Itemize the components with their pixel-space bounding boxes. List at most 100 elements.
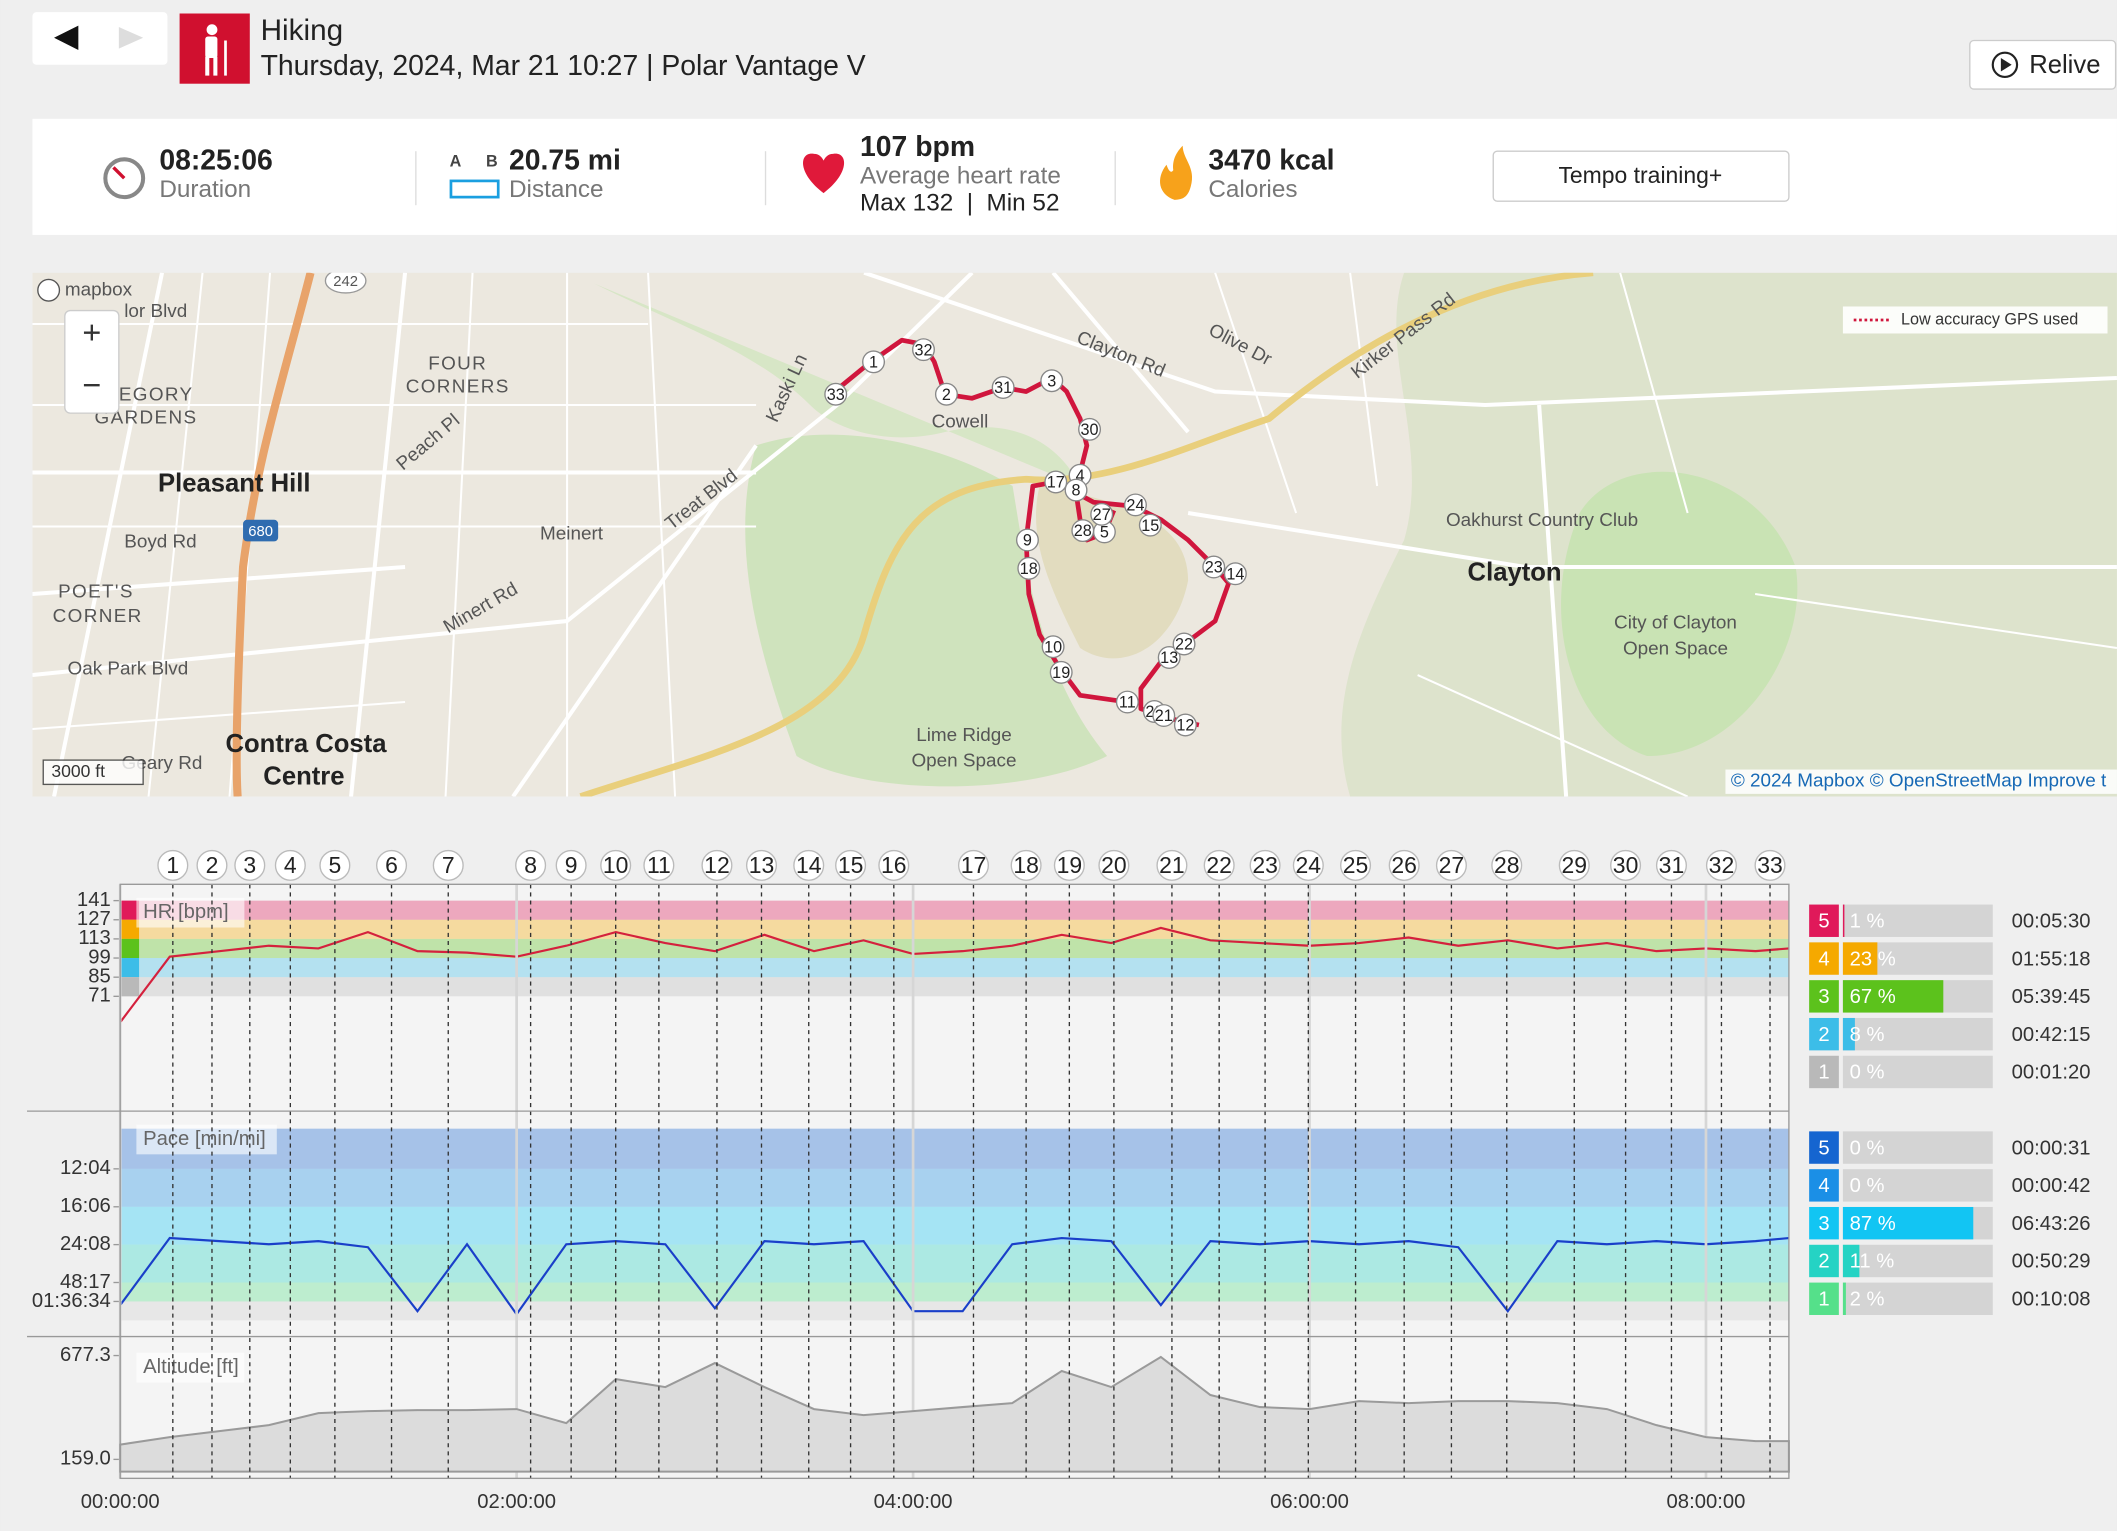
- route-marker: [1123, 493, 1147, 517]
- back-button[interactable]: [54, 25, 79, 50]
- lap-label: 14: [796, 852, 822, 878]
- lap-badge: [1435, 849, 1467, 881]
- forward-button[interactable]: [118, 27, 144, 49]
- route-marker-label: 32: [914, 341, 932, 359]
- icon-a: A: [450, 152, 462, 170]
- zone-percent: 0 %: [1850, 1175, 1885, 1197]
- zone-number: 5: [1818, 1137, 1829, 1159]
- lap-badge: [1053, 849, 1085, 881]
- route-marker-label: 19: [1052, 664, 1070, 682]
- route-marker-label: 13: [1160, 649, 1178, 667]
- training-benefit-button[interactable]: [1492, 150, 1790, 202]
- lap-label: 2: [206, 852, 219, 878]
- training-benefit: Tempo training+: [1558, 162, 1722, 188]
- route-marker-label: 11: [1119, 694, 1136, 712]
- scale-bar: [42, 759, 144, 786]
- duration-label: Duration: [159, 176, 251, 203]
- route-marker-label: 15: [1141, 517, 1159, 535]
- map-label: 680: [248, 524, 273, 540]
- route-marker-label: 10: [1044, 638, 1062, 656]
- lap-badge: [319, 849, 351, 881]
- zone-percent: 11 %: [1850, 1251, 1895, 1273]
- route-marker-label: 27: [1093, 506, 1111, 524]
- map-label: Open Space: [1623, 638, 1728, 659]
- route-marker: [934, 382, 958, 406]
- route-marker: [912, 338, 935, 362]
- route-marker: [1173, 713, 1197, 737]
- lap-label: 31: [1659, 852, 1685, 878]
- activity-subtitle: Thursday, 2024, Mar 21 10:27 | Polar Van…: [261, 50, 866, 82]
- route-marker: [862, 350, 886, 374]
- zone-number-box: [1809, 1017, 1839, 1051]
- map-label: Oak Park Blvd: [68, 659, 189, 680]
- y-tick-label: 127: [77, 908, 111, 930]
- lap-badge: [793, 849, 825, 881]
- route-marker: [1044, 470, 1068, 494]
- map-label: Cowell: [932, 412, 989, 433]
- route-marker-label: 30: [1081, 421, 1099, 439]
- lap-badge: [745, 849, 778, 881]
- zone-marker: [120, 958, 140, 978]
- map-label: Contra Costa: [225, 730, 387, 758]
- map-label: Oakhurst Country Club: [1446, 510, 1638, 531]
- zone-number: 4: [1818, 948, 1829, 970]
- zoom-in[interactable]: +: [82, 314, 101, 350]
- route-markers: 1234589101112131415171819202122232427283…: [824, 338, 1247, 737]
- zone-duration: 01:55:18: [2012, 948, 2091, 970]
- route-marker-label: 12: [1176, 717, 1194, 735]
- lap-badge: [1388, 849, 1420, 881]
- hr-label: Average heart rate: [860, 162, 1061, 189]
- zone-track: [1842, 1055, 1993, 1089]
- zone-band: [120, 958, 1789, 978]
- lap-badge: [1249, 849, 1281, 881]
- zone-duration: 05:39:45: [2012, 986, 2091, 1008]
- zone-track: [1842, 1282, 1993, 1315]
- axis-label: HR [bpm]: [143, 901, 229, 923]
- zone-track: [1842, 1017, 1993, 1051]
- play-triangle: [2000, 58, 2012, 72]
- stopwatch-hand: [112, 166, 126, 180]
- zone-track: [1842, 1131, 1993, 1164]
- lap-badge: [1292, 849, 1324, 881]
- x-tick-label: 06:00:00: [1270, 1491, 1349, 1513]
- zoom-out[interactable]: −: [82, 367, 101, 403]
- lap-badge: [234, 849, 266, 881]
- route-marker: [1040, 369, 1064, 393]
- distance-label: Distance: [509, 176, 604, 203]
- route-marker-label: 22: [1175, 636, 1193, 654]
- route-marker: [1071, 519, 1095, 543]
- route-marker: [1041, 635, 1065, 659]
- axis-label-bg: [136, 1352, 245, 1383]
- lap-label: 32: [1709, 852, 1735, 878]
- route-marker-label: 18: [1020, 560, 1038, 578]
- lap-label: 20: [1101, 852, 1127, 878]
- y-tick-label: 71: [88, 985, 111, 1007]
- lap-label: 1: [166, 852, 179, 878]
- lap-badge: [1340, 849, 1372, 881]
- lap-badge: [1655, 849, 1687, 881]
- axis-label-bg: [136, 1124, 277, 1155]
- zone-number-box: [1809, 1282, 1839, 1315]
- hr-value: 107 bpm: [860, 131, 975, 163]
- hiker-figure: [205, 24, 227, 76]
- lap-label: 19: [1057, 852, 1083, 878]
- x-tick-label: 04:00:00: [874, 1491, 953, 1513]
- zone-percent: 67 %: [1850, 986, 1896, 1008]
- relive-label: Relive: [2029, 51, 2100, 79]
- y-tick-label: 113: [78, 927, 110, 949]
- lap-badge: [1010, 849, 1042, 881]
- map-label: Boyd Rd: [124, 532, 196, 553]
- zone-duration: 00:00:42: [2012, 1175, 2091, 1197]
- lap-label: 28: [1494, 852, 1520, 878]
- map-label: Pleasant Hill: [158, 469, 310, 497]
- lap-badge: [600, 849, 632, 881]
- zone-band: [120, 1168, 1789, 1207]
- zone-number-box: [1809, 1131, 1839, 1164]
- zone-band: [120, 1128, 1789, 1169]
- zone-percent: 87 %: [1850, 1213, 1896, 1235]
- lap-badge: [376, 849, 408, 881]
- route-marker: [1157, 646, 1181, 669]
- lap-label: 23: [1252, 852, 1278, 878]
- scale-label: 3000 ft: [51, 761, 105, 781]
- calories-value: 3470 kcal: [1208, 144, 1334, 176]
